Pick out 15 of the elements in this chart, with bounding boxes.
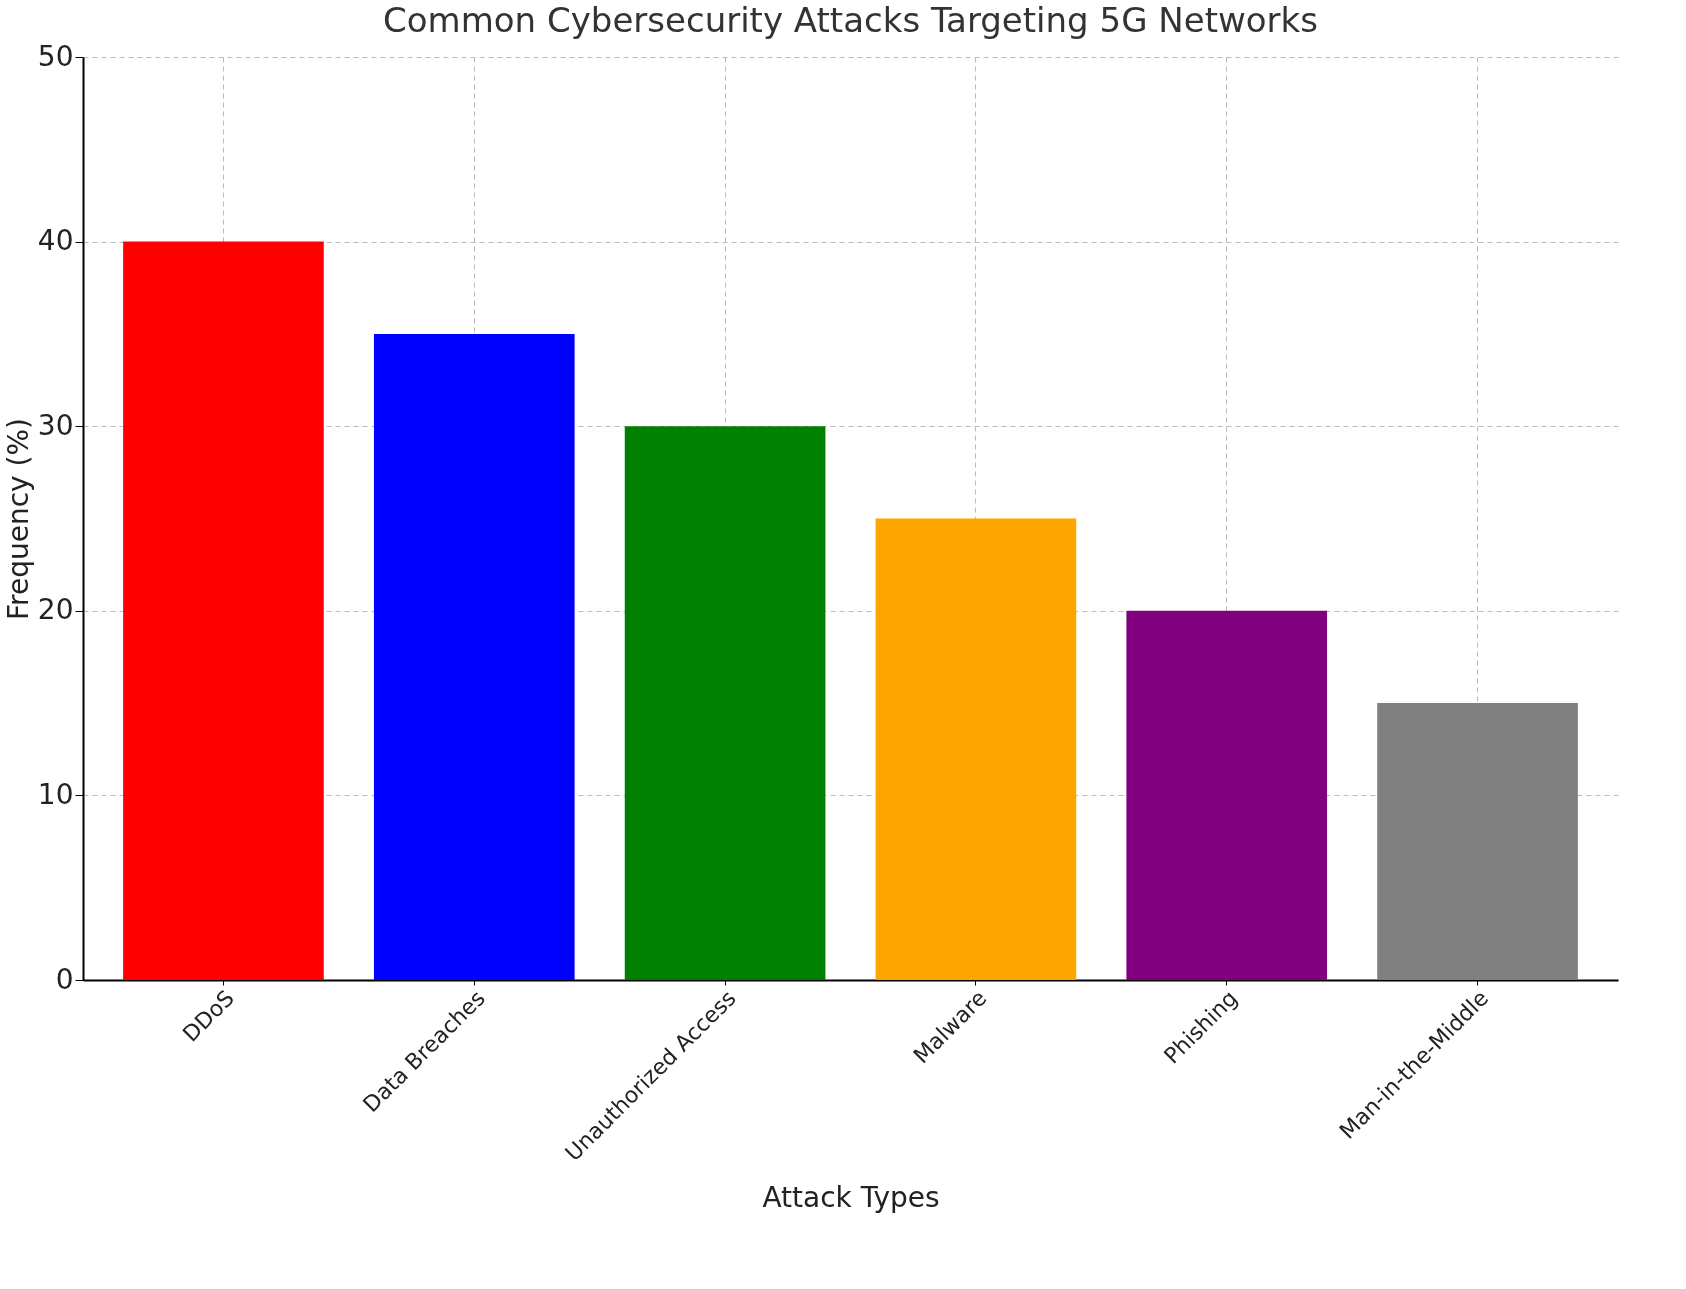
y-tick-label: 20: [37, 593, 74, 627]
y-tick-label: 50: [37, 39, 74, 73]
chart-title: Common Cybersecurity Attacks Targeting 5G Networks: [383, 0, 1318, 40]
y-tick-label: 30: [37, 408, 74, 442]
bar: [373, 333, 575, 980]
bar: [123, 241, 324, 980]
bar: [875, 518, 1077, 980]
y-tick-label: 10: [37, 777, 74, 811]
y-tick-label: 0: [55, 962, 74, 996]
y-axis-title: Frequency (%): [1, 417, 35, 621]
bar: [1126, 610, 1328, 980]
bar: [1377, 703, 1578, 980]
y-tick-label: 40: [37, 224, 74, 258]
x-axis-title: Attack Types: [762, 1180, 940, 1214]
bar: [624, 426, 826, 980]
